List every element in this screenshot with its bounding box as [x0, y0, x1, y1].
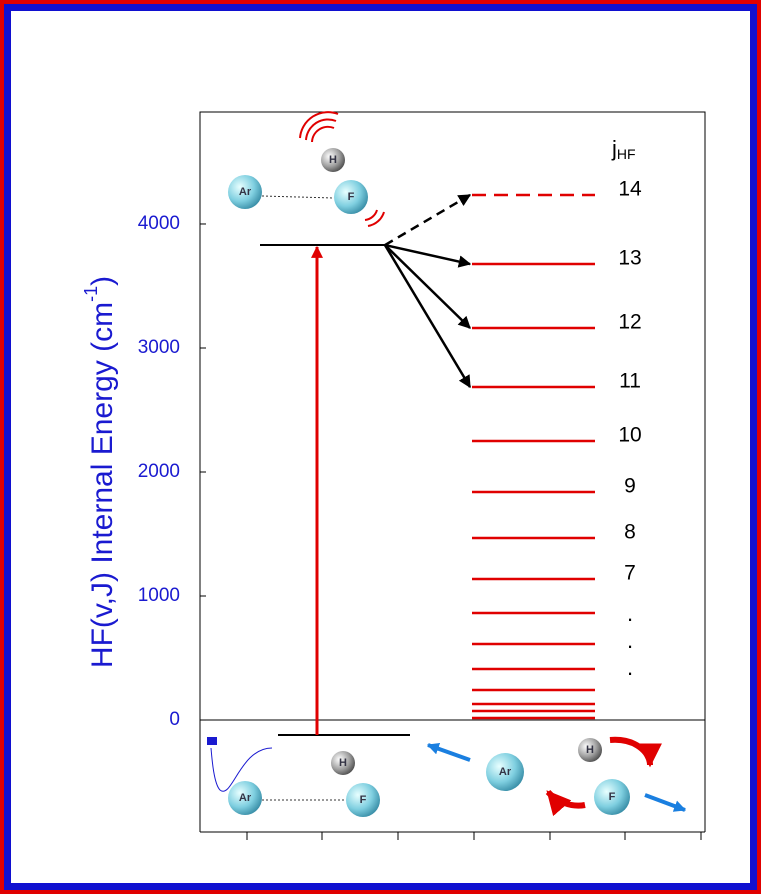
- y-tick-label: 2000: [138, 461, 180, 482]
- level-label: 9: [624, 475, 636, 498]
- frame: ArHFArHFArHF 01000200030004000HF(v,J) In…: [0, 0, 761, 894]
- y-tick-label: 4000: [138, 213, 180, 234]
- ellipsis-dot: .: [627, 655, 633, 680]
- level-label: 10: [618, 424, 641, 447]
- y-axis-title: HF(v,J) Internal Energy (cm-1): [81, 276, 119, 668]
- y-tick-label: 1000: [138, 585, 180, 606]
- atom-label: Ar: [239, 186, 252, 198]
- level-header: jHF: [611, 136, 636, 162]
- level-label: 8: [624, 521, 636, 544]
- decay-arrow: [385, 195, 470, 245]
- level-label: 7: [624, 562, 636, 585]
- y-tick-label: 3000: [138, 337, 180, 358]
- atom-label: F: [609, 791, 616, 803]
- level-label: 13: [618, 247, 641, 270]
- level-label: 12: [618, 311, 641, 334]
- atom-label: H: [586, 744, 594, 756]
- atom-label: H: [339, 757, 347, 769]
- y-tick-label: 0: [169, 709, 180, 730]
- ellipsis-dot: .: [627, 601, 633, 626]
- atom-label: H: [329, 154, 337, 166]
- atom-label: Ar: [499, 766, 512, 778]
- y-title-main: HF(v,J) Internal Energy (cm: [86, 302, 119, 668]
- y-title-end: ): [86, 276, 119, 286]
- level-header-sub: HF: [617, 146, 636, 162]
- level-label: 11: [619, 370, 641, 393]
- chart: ArHFArHFArHF 01000200030004000HF(v,J) In…: [0, 0, 761, 894]
- atom-label: Ar: [239, 792, 252, 804]
- decay-arrow: [385, 245, 470, 264]
- atom-label: F: [360, 794, 367, 806]
- y-title-sup: -1: [81, 286, 101, 302]
- level-label: 14: [618, 178, 642, 201]
- ellipsis-dot: .: [627, 628, 633, 653]
- atom-label: F: [348, 191, 355, 203]
